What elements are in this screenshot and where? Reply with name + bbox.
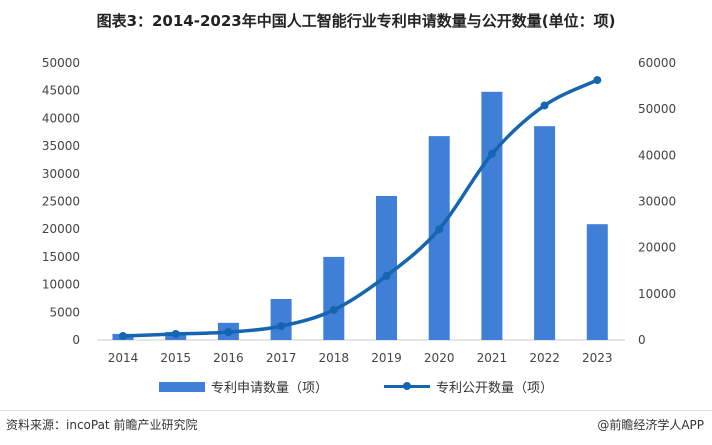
- x-tick-label: 2015: [160, 351, 191, 365]
- line-point-2022: [540, 101, 549, 110]
- line-point-2015: [171, 329, 180, 338]
- x-tick-label: 2021: [477, 351, 508, 365]
- line-point-2020: [435, 225, 444, 234]
- right-tick-label: 40000: [638, 148, 676, 162]
- right-tick-label: 60000: [638, 56, 676, 70]
- left-tick-label: 40000: [42, 111, 80, 125]
- bar-swatch: [158, 381, 205, 392]
- left-tick-label: 35000: [42, 139, 80, 153]
- line-point-2018: [329, 305, 338, 314]
- chart-title: 图表3：2014-2023年中国人工智能行业专利申请数量与公开数量(单位：项): [96, 12, 616, 30]
- bar-2021: [481, 91, 503, 340]
- bar-2018: [323, 256, 345, 340]
- footer-divider: [0, 410, 712, 411]
- bar-2019: [376, 195, 397, 340]
- x-tick-label: 2023: [582, 351, 613, 365]
- line-point-2014: [119, 331, 127, 340]
- line-series-publications: [122, 78, 599, 338]
- right-tick-label: 20000: [638, 241, 676, 255]
- right-tick-label: 10000: [638, 287, 676, 301]
- left-tick-label: 15000: [42, 250, 80, 264]
- left-tick-label: 0: [72, 333, 80, 347]
- x-tick-label: 2017: [266, 351, 297, 365]
- x-tick-label: 2022: [529, 351, 560, 365]
- right-tick-label: 0: [638, 333, 646, 347]
- x-tick-label: 2018: [319, 351, 350, 365]
- legend: 专利申请数量（项） 专利公开数量（项）: [0, 377, 712, 396]
- source-text: 资料来源：incoPat 前瞻产业研究院: [6, 418, 198, 432]
- left-tick-label: 10000: [42, 278, 80, 292]
- legend-item-publications[interactable]: 专利公开数量（项）: [384, 377, 553, 396]
- right-tick-label: 30000: [638, 195, 676, 209]
- line-point-2017: [277, 322, 286, 331]
- left-tick-label: 45000: [42, 84, 80, 98]
- left-tick-label: 25000: [42, 195, 80, 209]
- legend-item-applications[interactable]: 专利申请数量（项）: [158, 377, 328, 396]
- x-tick-label: 2019: [371, 351, 402, 365]
- left-tick-label: 20000: [42, 222, 80, 236]
- line-point-2023: [593, 76, 602, 85]
- line-point-2019: [382, 271, 391, 280]
- bar-2020: [428, 136, 450, 340]
- right-tick-label: 50000: [638, 102, 676, 116]
- line-point-2021: [487, 149, 496, 158]
- left-tick-label: 5000: [49, 305, 80, 319]
- bar-2017: [270, 299, 292, 340]
- line-swatch: [384, 382, 430, 390]
- x-tick-label: 2016: [213, 351, 244, 365]
- left-tick-label: 50000: [42, 56, 80, 70]
- line-point-2016: [224, 328, 233, 337]
- legend-label: 专利公开数量（项）: [436, 381, 554, 396]
- x-tick-label: 2020: [424, 351, 455, 365]
- bar-2022: [534, 126, 556, 340]
- bar-2023: [586, 224, 608, 340]
- legend-label: 专利申请数量（项）: [210, 381, 328, 396]
- x-tick-label: 2014: [108, 351, 139, 365]
- left-tick-label: 30000: [42, 167, 80, 181]
- brand-text: @前瞻经济学人APP: [597, 418, 704, 432]
